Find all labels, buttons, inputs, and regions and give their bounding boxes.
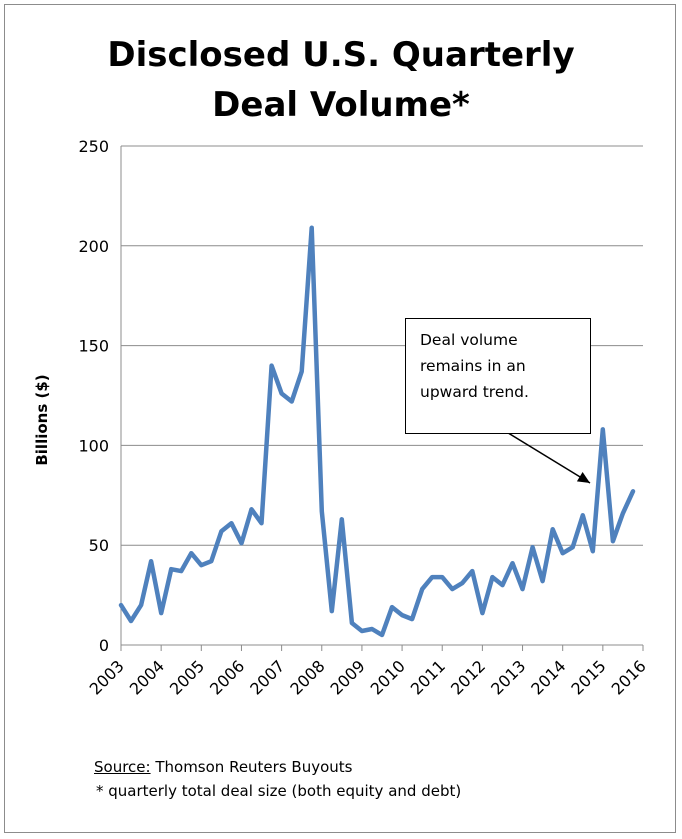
chart-title-line-2: Deal Volume*	[212, 85, 470, 125]
y-tick-label: 250	[78, 137, 109, 156]
y-tick-label: 200	[78, 237, 109, 256]
x-tick-label: 2013	[487, 656, 529, 698]
x-tick-label: 2003	[86, 656, 128, 698]
x-tick-label: 2015	[567, 656, 609, 698]
x-tick-label: 2008	[286, 656, 328, 698]
axes	[120, 146, 644, 651]
annotation-line: Deal volume	[420, 331, 518, 349]
x-tick-label: 2005	[166, 656, 208, 698]
footnote: * quarterly total deal size (both equity…	[96, 782, 462, 800]
series-layer	[118, 225, 636, 638]
x-tick-labels: 2003200420052006200720082009201020112012…	[86, 656, 650, 698]
annotation-box: Deal volume remains in an upward trend.	[405, 318, 591, 434]
arrow-line	[504, 430, 591, 484]
x-tick-label: 2006	[206, 656, 248, 698]
source-label: Source:	[94, 758, 151, 776]
y-tick-labels: 0 50 100 150 200 250	[78, 137, 109, 655]
chart-title-line-1: Disclosed U.S. Quarterly	[107, 35, 575, 75]
x-tick-label: 2009	[327, 656, 369, 698]
source-note: Source: Thomson Reuters Buyouts	[94, 758, 352, 776]
x-tick-label: 2012	[447, 656, 489, 698]
y-tick-label: 50	[89, 536, 109, 555]
y-tick-label: 150	[78, 337, 109, 356]
y-tick-label: 100	[78, 436, 109, 455]
annotation-arrow	[504, 430, 591, 484]
x-tick-label: 2010	[367, 656, 409, 698]
x-tick-label: 2007	[246, 656, 288, 698]
annotation-line: upward trend.	[420, 383, 529, 401]
chart-title: Disclosed U.S. Quarterly Deal Volume*	[0, 30, 682, 130]
x-tick-label: 2016	[608, 656, 650, 698]
annotation-line: remains in an	[420, 357, 526, 375]
x-tick-label: 2004	[126, 656, 168, 698]
x-tick-label: 2014	[527, 656, 569, 698]
source-text: Thomson Reuters Buyouts	[150, 758, 353, 776]
arrow-head	[576, 472, 590, 483]
chart-frame	[4, 4, 676, 833]
series-line	[118, 225, 636, 638]
x-tick-label: 2011	[407, 656, 449, 698]
y-axis-label: Billions ($)	[33, 374, 51, 465]
y-tick-label: 0	[99, 636, 109, 655]
